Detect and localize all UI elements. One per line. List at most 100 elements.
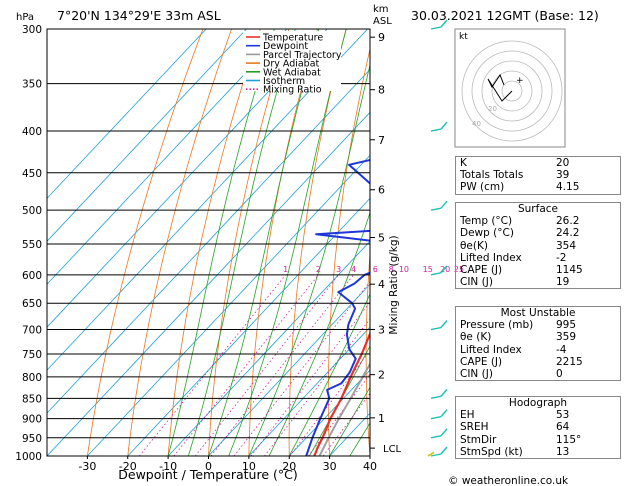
isotherm-line xyxy=(47,29,247,242)
hodograph-index-value: 115° xyxy=(556,433,582,446)
surface-row: Temp (°C) 26.2 xyxy=(456,215,621,227)
mixing-ratio-line xyxy=(233,280,370,456)
hodograph-index-row: StmSpd (kt) 13 xyxy=(456,446,621,459)
wind-barb-flag xyxy=(440,320,448,328)
surface-value: 24.2 xyxy=(556,227,580,240)
km-tick-label: 4 xyxy=(378,278,385,291)
hodograph-trace xyxy=(487,73,513,102)
wind-barb-staff xyxy=(430,453,442,457)
hodograph-index-key: EH xyxy=(460,409,475,422)
pressure-tick-label: 1000 xyxy=(15,451,42,463)
isotherm-line xyxy=(47,111,370,456)
wind-barb-flag xyxy=(440,446,448,455)
x-tick-label: -30 xyxy=(78,460,96,473)
temperature-line xyxy=(313,330,370,456)
most-unstable-key: CIN (J) xyxy=(460,368,493,381)
km-tick-label: 5 xyxy=(378,231,385,244)
index-key: PW (cm) xyxy=(460,181,505,194)
wind-barb-flag xyxy=(440,121,448,130)
wind-barb-flag xyxy=(440,428,448,437)
dry-adiabat-line xyxy=(87,29,204,456)
hodograph-index-key: StmDir xyxy=(460,433,497,446)
most-unstable-value: -4 xyxy=(556,343,567,356)
mixing-ratio-label: 6 xyxy=(373,265,378,274)
pressure-tick-label: 750 xyxy=(22,349,42,361)
x-tick-label: 40 xyxy=(363,460,377,473)
pressure-tick-label: 450 xyxy=(22,168,42,180)
isotherm-line xyxy=(167,240,370,456)
legend-label: Wet Adiabat xyxy=(263,67,321,78)
most-unstable-row: θe (K) 359 xyxy=(456,331,621,343)
dewpoint-line xyxy=(305,158,370,456)
legend-label: Temperature xyxy=(262,33,323,44)
wind-barb-staff xyxy=(430,128,442,132)
wind-barb-staff xyxy=(430,207,442,211)
hodograph-unit: kt xyxy=(459,32,468,42)
surface-value: 26.2 xyxy=(556,215,580,228)
surface-wind-barb xyxy=(427,451,435,457)
wind-barb-flag xyxy=(440,388,448,397)
pressure-tick-label: 400 xyxy=(22,126,42,138)
most-unstable-value: 2215 xyxy=(556,355,583,368)
x-tick-label: 30 xyxy=(323,460,337,473)
most-unstable-key: Lifted Index xyxy=(460,343,522,356)
most-unstable-row: Lifted Index -4 xyxy=(456,344,621,356)
most-unstable-key: θe (K) xyxy=(460,331,492,344)
km-tick-label: 7 xyxy=(378,134,385,147)
legend-label: Parcel Trajectory xyxy=(263,50,342,61)
km-tick-label: 9 xyxy=(378,31,385,44)
km-tick-label: 6 xyxy=(378,184,385,197)
wind-barb-staff xyxy=(430,435,442,439)
mixing-ratio-label: 10 xyxy=(399,265,409,274)
pressure-tick-label: 300 xyxy=(22,24,42,36)
mixing-ratio-label: 4 xyxy=(351,265,356,274)
isotherm-line xyxy=(47,29,207,199)
most-unstable-row: Pressure (mb) 995 xyxy=(456,319,621,331)
hodograph-index-row: SREH 64 xyxy=(456,421,621,433)
surface-key: Lifted Index xyxy=(460,251,522,264)
pressure-tick-label: 550 xyxy=(22,239,42,251)
location-title: 7°20'N 134°29'E 33m ASL xyxy=(57,8,221,23)
isotherm-line xyxy=(248,326,370,456)
mixing-ratio-label: 3 xyxy=(336,265,341,274)
surface-row: θe(K) 354 xyxy=(456,240,621,252)
index-value: 39 xyxy=(556,169,570,182)
most-unstable-value: 995 xyxy=(556,319,577,332)
mixing-ratio-label: 1 xyxy=(283,265,288,274)
isotherm-line xyxy=(47,29,288,285)
hodograph-index-key: SREH xyxy=(460,421,489,434)
storm-motion-marker: + xyxy=(516,76,524,86)
mixing-ratio-label: 2 xyxy=(316,265,321,274)
pressure-tick-label: 900 xyxy=(22,414,42,426)
index-key: Totals Totals xyxy=(460,169,524,182)
wind-barb-staff xyxy=(430,415,442,420)
surface-row: CIN (J) 19 xyxy=(456,276,621,289)
hodograph-index-title-row: Hodograph xyxy=(456,397,621,410)
legend-label: Dry Adiabat xyxy=(263,59,320,70)
km-tick-label: 1 xyxy=(378,412,385,425)
hodograph-ring xyxy=(501,80,523,102)
index-row: Totals Totals 39 xyxy=(456,169,621,181)
wind-barb-staff xyxy=(430,26,442,30)
mixing-ratio-axis-label: Mixing Ratio (g/kg) xyxy=(388,235,400,334)
parcel-trajectory-line xyxy=(318,361,370,456)
surface-value: -2 xyxy=(556,251,567,264)
index-key: K xyxy=(460,157,467,169)
index-value: 20 xyxy=(556,157,570,169)
hodograph-index-value: 64 xyxy=(556,421,570,434)
index-value: 4.15 xyxy=(556,181,580,194)
mixing-ratio-label: 20 xyxy=(440,265,450,274)
wind-barb-flag xyxy=(440,19,448,28)
isotherm-line xyxy=(208,283,370,456)
pressure-tick-label: 500 xyxy=(22,205,42,217)
wind-barb-staff xyxy=(430,272,442,276)
wind-barb-flag xyxy=(440,200,448,209)
isotherm-line xyxy=(47,29,328,328)
hodograph-ring-label: 20 xyxy=(488,105,497,113)
mixing-ratio-line xyxy=(173,274,319,456)
wind-barb-flag xyxy=(440,265,448,274)
hodograph-index-row: EH 53 xyxy=(456,409,621,421)
wind-barb-flag xyxy=(440,409,448,418)
